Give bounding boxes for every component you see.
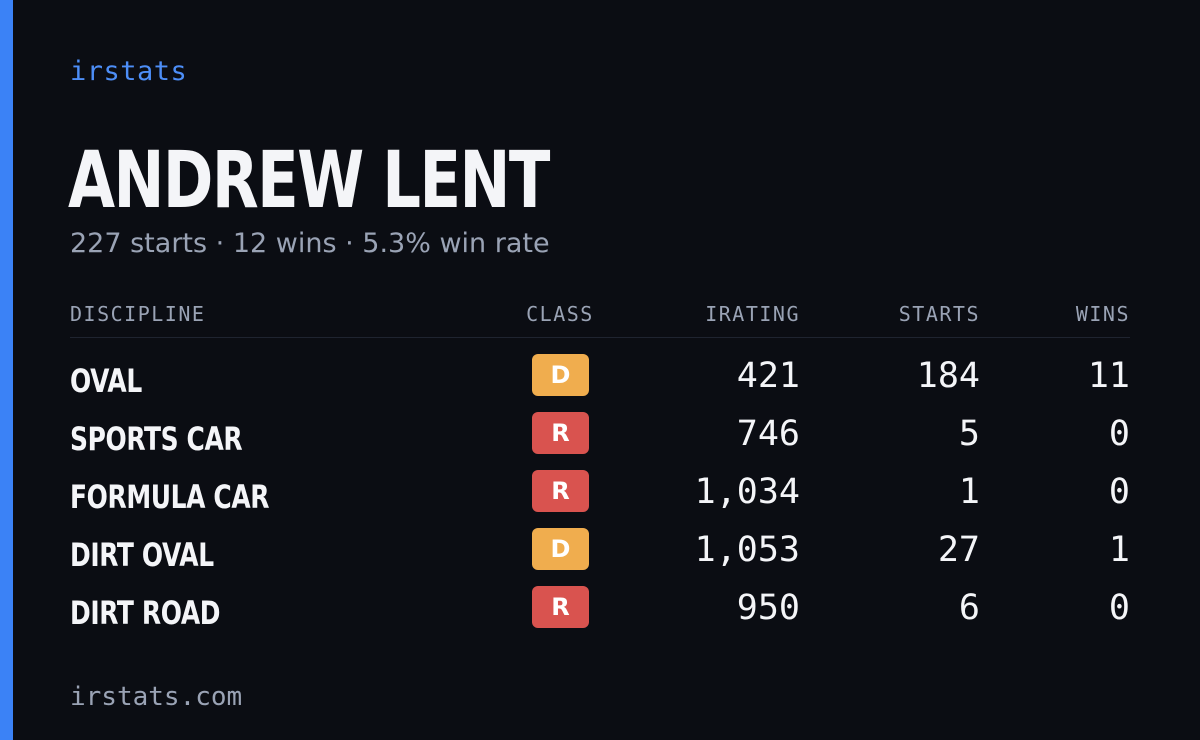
table-row: SPORTS CAR R 746 5 0	[0, 412, 1200, 470]
table-row: FORMULA CAR R 1,034 1 0	[0, 470, 1200, 528]
header-starts: STARTS	[898, 302, 980, 326]
wins-value: 0	[1108, 472, 1130, 512]
header-class: CLASS	[526, 302, 594, 326]
irating-value: 1,053	[694, 530, 800, 570]
table-row: DIRT ROAD R 950 6 0	[0, 586, 1200, 644]
class-badge: R	[532, 586, 589, 628]
irating-value: 421	[736, 356, 800, 396]
starts-value: 184	[916, 356, 980, 396]
discipline-name: DIRT ROAD	[70, 594, 221, 632]
wins-value: 0	[1108, 414, 1130, 454]
discipline-name: FORMULA CAR	[70, 478, 270, 516]
header-discipline: DISCIPLINE	[70, 302, 206, 326]
wins-value: 11	[1087, 356, 1130, 396]
header-wins: WINS	[1075, 302, 1130, 326]
starts-value: 5	[958, 414, 980, 454]
irating-value: 746	[736, 414, 800, 454]
table-row: OVAL D 421 184 11	[0, 354, 1200, 412]
wins-value: 0	[1108, 588, 1130, 628]
driver-summary: 227 starts · 12 wins · 5.3% win rate	[70, 228, 550, 259]
starts-value: 6	[958, 588, 980, 628]
footer-url: irstats.com	[70, 682, 243, 712]
brand-logo-text: irstats	[70, 56, 188, 87]
starts-value: 27	[937, 530, 980, 570]
driver-name: ANDREW LENT	[68, 136, 550, 226]
class-badge: D	[532, 354, 589, 396]
class-badge: D	[532, 528, 589, 570]
irating-value: 1,034	[694, 472, 800, 512]
irating-value: 950	[736, 588, 800, 628]
starts-value: 1	[958, 472, 980, 512]
table-row: DIRT OVAL D 1,053 27 1	[0, 528, 1200, 586]
class-badge: R	[532, 470, 589, 512]
header-divider	[70, 337, 1130, 338]
header-irating: IRATING	[705, 302, 800, 326]
accent-bar	[0, 0, 13, 740]
discipline-name: DIRT OVAL	[70, 536, 214, 574]
wins-value: 1	[1108, 530, 1130, 570]
discipline-name: OVAL	[70, 362, 142, 400]
discipline-name: SPORTS CAR	[70, 420, 243, 458]
class-badge: R	[532, 412, 589, 454]
